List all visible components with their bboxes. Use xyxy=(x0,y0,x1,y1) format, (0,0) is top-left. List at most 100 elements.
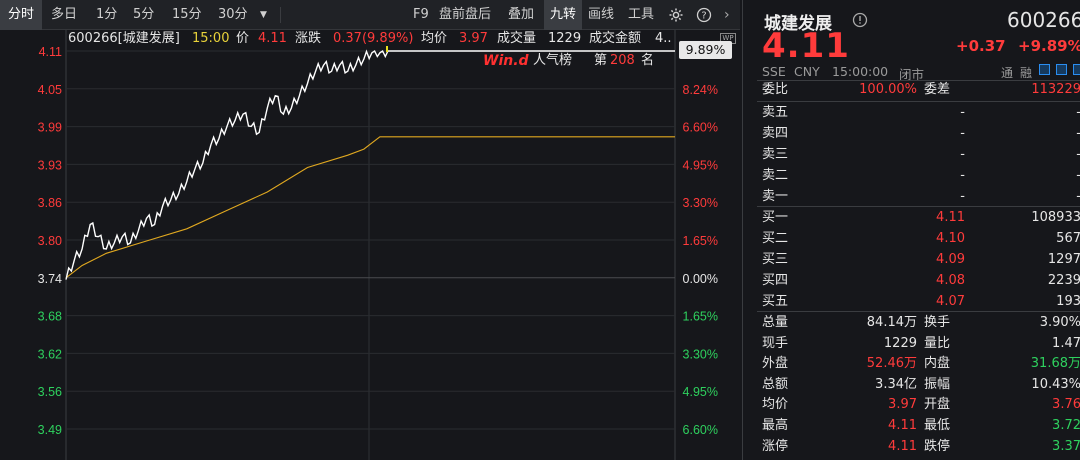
overlay-button[interactable]: 叠加 xyxy=(508,7,535,22)
pct-tick-label: 4.95% xyxy=(683,158,718,172)
stat-label: 开盘 xyxy=(924,397,951,413)
price-axis: 4.11 4.05 3.99 3.93 3.86 3.80 3.74 3.68 3.62 3.56… xyxy=(38,45,62,437)
change-label: 涨跌 xyxy=(295,31,322,46)
weicha-label: 委差 xyxy=(924,82,951,97)
ask-row[interactable]: 卖一 - - xyxy=(743,187,1080,207)
tools-button[interactable]: 工具 xyxy=(628,7,655,22)
pct-tick-label: 3.30% xyxy=(683,347,718,361)
pct-tick-label: 8.24% xyxy=(683,83,718,97)
price-tick-label: 3.99 xyxy=(38,121,62,135)
info-icon[interactable] xyxy=(852,12,868,28)
divider xyxy=(757,101,1080,102)
price-tick-label: 3.49 xyxy=(38,423,62,437)
bid-row[interactable]: 买三 4.09 1297 xyxy=(743,250,1080,270)
stat-value: 52.46万 xyxy=(866,356,917,372)
weibi-row: 委比 100.00% 委差 113229 xyxy=(743,80,1080,100)
pct-tick-label: 6.60% xyxy=(683,423,718,437)
bid-price: 4.07 xyxy=(936,294,965,309)
stat-value: 4.11 xyxy=(888,418,917,433)
divider xyxy=(757,80,1080,81)
ask-level-label: 卖二 xyxy=(762,168,789,183)
last-price: 4.11 xyxy=(762,26,850,66)
ask-row[interactable]: 卖三 - - xyxy=(743,145,1080,165)
pct-tick-label: 1.65% xyxy=(683,234,718,248)
ask-row[interactable]: 卖二 - - xyxy=(743,166,1080,186)
chart-grid xyxy=(65,30,676,460)
price-tick-label: 3.80 xyxy=(38,234,62,248)
gear-icon[interactable] xyxy=(668,7,684,23)
help-icon[interactable]: ? xyxy=(696,7,712,23)
chart-icon[interactable] xyxy=(1056,64,1067,75)
tab-multi-day[interactable]: 多日 xyxy=(51,7,78,22)
stat-value: 3.90% xyxy=(1039,315,1080,330)
bid-price: 4.11 xyxy=(936,210,965,225)
market-status: 闭市 xyxy=(899,67,925,82)
exchange: SSE xyxy=(762,64,786,79)
price-label: 价 xyxy=(236,31,250,46)
ask-price: - xyxy=(960,126,965,141)
expand-icon[interactable] xyxy=(1073,64,1080,75)
amount-label: 成交金额 xyxy=(589,31,642,46)
tab-5min[interactable]: 5分 xyxy=(133,7,155,22)
weibi-label: 委比 xyxy=(762,82,789,97)
bid-row[interactable]: 买二 4.10 567 xyxy=(743,229,1080,249)
bid-row[interactable]: 买一 4.11 108933 xyxy=(743,208,1080,228)
pct-tick-label: 1.65% xyxy=(683,310,718,324)
edit-icon[interactable] xyxy=(1039,64,1050,75)
pre-post-market-button[interactable]: 盘前盘后 xyxy=(439,7,492,22)
ask-row[interactable]: 卖五 - - xyxy=(743,103,1080,123)
bid-price: 4.10 xyxy=(936,231,965,246)
price-tick-label: 3.74 xyxy=(38,272,62,286)
ask-row[interactable]: 卖四 - - xyxy=(743,124,1080,144)
stat-label: 总量 xyxy=(762,315,789,330)
rank-prefix: 第 xyxy=(594,53,608,68)
avg-value: 3.97 xyxy=(459,31,488,46)
svg-text:?: ? xyxy=(701,11,706,22)
price-tick-label: 3.62 xyxy=(38,347,62,361)
popularity-label[interactable]: 人气榜 xyxy=(533,53,573,68)
tab-30min[interactable]: 30分 xyxy=(218,7,248,22)
stat-row: 总量 84.14万 换手 3.90% xyxy=(743,313,1080,333)
bid-row[interactable]: 买五 4.07 193 xyxy=(743,292,1080,312)
ask-volume: - xyxy=(1076,187,1080,207)
stat-value: 1229 xyxy=(883,335,917,351)
stat-label: 外盘 xyxy=(762,356,789,372)
tab-15min[interactable]: 15分 xyxy=(172,7,202,22)
pct-tick-label: 4.95% xyxy=(683,385,718,399)
f9-button[interactable]: F9 xyxy=(413,7,429,22)
period-dropdown-icon[interactable]: ▼ xyxy=(260,10,267,20)
tab-intraday[interactable]: 分时 xyxy=(0,0,42,30)
bid-level-label: 买三 xyxy=(762,252,789,267)
tag-rong: 融 xyxy=(1020,66,1033,80)
stat-value: 3.37 xyxy=(1052,438,1080,454)
stat-value: 31.68万 xyxy=(1030,356,1080,372)
price-line xyxy=(65,49,675,280)
bid-row[interactable]: 买四 4.08 2239 xyxy=(743,271,1080,291)
nine-turn-button[interactable]: 九转 xyxy=(544,0,582,30)
volume-value: 1229 xyxy=(548,31,582,46)
bid-level-label: 买四 xyxy=(762,273,789,288)
chevron-right-icon[interactable]: › xyxy=(724,7,730,23)
pct-tick-label: 3.30% xyxy=(683,196,718,210)
avg-price-line xyxy=(65,136,675,279)
stat-value: 3.97 xyxy=(888,397,917,413)
stat-row: 现手 1229 量比 1.47 xyxy=(743,334,1080,354)
ask-level-label: 卖三 xyxy=(762,147,789,162)
bid-level-label: 买五 xyxy=(762,294,789,309)
bid-price: 4.09 xyxy=(936,252,965,267)
price-change-pct: +9.89% xyxy=(1018,37,1080,55)
stat-label: 量比 xyxy=(924,335,951,351)
stat-value: 3.72 xyxy=(1052,418,1080,433)
volume-label: 成交量 xyxy=(497,31,537,46)
price-value: 4.11 xyxy=(258,31,287,46)
draw-line-button[interactable]: 画线 xyxy=(588,7,615,22)
stat-value: 10.43% xyxy=(1031,376,1080,392)
tab-1min[interactable]: 1分 xyxy=(96,7,118,22)
stat-label: 最低 xyxy=(924,418,951,433)
divider xyxy=(757,311,1080,312)
intraday-chart[interactable]: 4.11 4.05 3.99 3.93 3.86 3.80 3.74 3.68 3.62 3.56… xyxy=(0,30,740,460)
stat-value: 3.34亿 xyxy=(875,376,917,392)
wind-logo: Win.d xyxy=(483,53,529,69)
bid-volume: 1297 xyxy=(1047,252,1080,267)
